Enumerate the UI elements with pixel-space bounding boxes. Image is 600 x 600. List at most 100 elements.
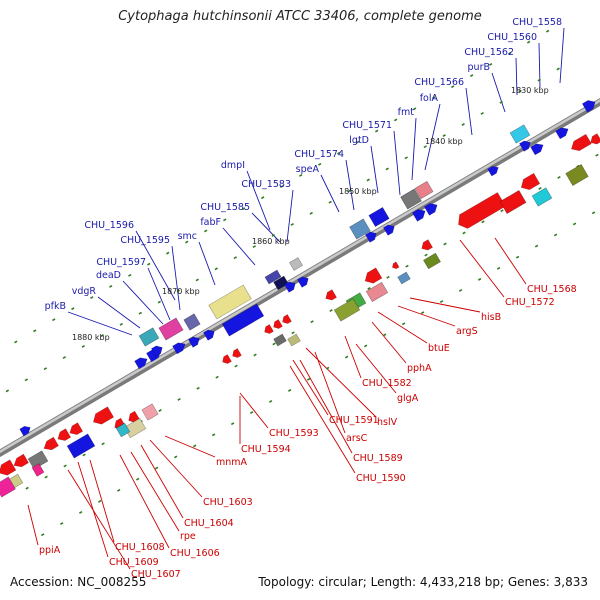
scale-tick xyxy=(234,364,238,368)
gene-feature-reverse xyxy=(141,403,159,421)
gene-label-forward: fabF xyxy=(200,217,221,228)
gene-feature-forward xyxy=(581,100,596,113)
scale-tick xyxy=(177,397,181,401)
gene-feature-reverse xyxy=(565,164,589,186)
kbp-label: 1880 kbp xyxy=(72,333,110,342)
scale-tick xyxy=(185,240,189,244)
gene-feature-forward xyxy=(414,180,434,200)
gene-feature-forward xyxy=(208,284,252,320)
scale-tick xyxy=(158,409,162,412)
scale-tick xyxy=(192,444,197,448)
gene-leader-line xyxy=(494,237,527,285)
gene-feature-forward xyxy=(188,336,200,348)
scale-tick xyxy=(100,333,105,337)
gene-feature-reverse xyxy=(66,433,96,459)
scale-tick xyxy=(252,245,256,249)
scale-tick xyxy=(299,173,303,177)
scale-tick xyxy=(423,145,427,149)
gene-feature-forward xyxy=(519,140,531,152)
scale-tick xyxy=(576,164,580,168)
gene-feature-forward xyxy=(365,231,377,243)
scale-tick xyxy=(534,244,539,248)
gene-label-forward: CHU_1583 xyxy=(241,179,291,190)
scale-tick xyxy=(325,366,330,370)
scale-tick xyxy=(572,222,577,226)
gene-label-forward: vdgR xyxy=(72,286,97,297)
gene-feature-reverse xyxy=(13,453,29,468)
scale-tick xyxy=(412,107,417,111)
gene-label-forward: CHU_1595 xyxy=(120,235,170,246)
gene-label-reverse: CHU_1604 xyxy=(184,518,234,529)
gene-feature-reverse xyxy=(128,410,141,423)
gene-label-reverse: hslV xyxy=(377,417,398,428)
scale-tick xyxy=(526,40,531,44)
gene-leader-line xyxy=(411,117,417,181)
scale-tick xyxy=(81,345,86,348)
scale-tick xyxy=(211,433,216,437)
gene-feature-forward xyxy=(134,357,148,370)
scale-tick xyxy=(347,189,351,193)
gene-leader-line xyxy=(198,241,216,286)
gene-label-forward: folA xyxy=(420,93,439,104)
gene-label-forward: CHU_1585 xyxy=(200,202,250,213)
gene-label-reverse: mnmA xyxy=(216,457,248,468)
gene-feature-reverse xyxy=(325,289,337,301)
gene-label-reverse: CHU_1603 xyxy=(203,497,253,508)
gene-label-forward: CHU_1560 xyxy=(487,32,537,43)
scale-tick xyxy=(14,340,18,344)
scale-tick xyxy=(147,262,151,266)
map-title: Cytophaga hutchinsonii ATCC 33406, compl… xyxy=(118,9,482,24)
scale-tick xyxy=(518,89,522,93)
gene-leader-line xyxy=(286,189,294,243)
gene-feature-forward xyxy=(423,203,438,216)
gene-leader-line xyxy=(135,230,176,301)
gene-feature-forward xyxy=(158,317,184,341)
scale-tick xyxy=(214,267,218,271)
gene-feature-forward xyxy=(183,313,201,331)
gene-label-reverse: CHU_1607 xyxy=(131,569,181,580)
scale-tick xyxy=(366,178,370,182)
scale-tick xyxy=(309,211,313,215)
scale-tick xyxy=(195,278,199,282)
gene-feature-reverse xyxy=(69,422,84,435)
gene-feature-reverse xyxy=(0,476,16,498)
gene-feature-reverse xyxy=(0,459,17,476)
scale-tick xyxy=(290,222,294,226)
scale-tick xyxy=(424,253,428,257)
scale-tick xyxy=(52,318,56,322)
gene-leader-line xyxy=(239,392,269,429)
gene-feature-forward xyxy=(487,166,499,177)
gene-leader-line xyxy=(409,297,481,313)
scale-tick xyxy=(71,307,75,311)
scale-tick xyxy=(79,511,83,514)
scale-tick xyxy=(253,353,257,357)
gene-leader-line xyxy=(147,267,171,321)
scale-tick xyxy=(363,344,368,348)
gene-feature-reverse xyxy=(273,333,287,347)
scale-tick xyxy=(166,251,170,255)
kbp-label: 1850 kbp xyxy=(339,187,377,196)
gene-label-forward: smc xyxy=(178,231,197,242)
scale-tick xyxy=(591,211,596,215)
gene-label-reverse: CHU_1608 xyxy=(115,542,165,553)
gene-label-forward: CHU_1566 xyxy=(414,77,464,88)
gene-label-reverse: ppiA xyxy=(39,545,61,556)
gene-leader-line xyxy=(320,174,340,213)
scale-tick xyxy=(291,331,295,335)
gene-label-forward: speA xyxy=(296,164,320,175)
scale-tick xyxy=(367,286,371,290)
gene-feature-reverse xyxy=(287,333,301,347)
gene-label-forward: pfkB xyxy=(45,301,66,312)
gene-feature-reverse xyxy=(57,428,72,441)
gene-label-reverse: rpe xyxy=(180,531,196,542)
gene-feature-reverse xyxy=(421,239,433,251)
gene-leader-line xyxy=(292,359,329,416)
gene-feature-reverse xyxy=(232,348,242,358)
gene-leader-line xyxy=(251,212,281,243)
gene-leader-line xyxy=(355,343,397,394)
gene-leader-line xyxy=(345,159,355,211)
gene-feature-reverse xyxy=(499,189,527,215)
scale-tick xyxy=(318,162,322,166)
accession-text: Accession: NC_008255 xyxy=(10,575,147,589)
